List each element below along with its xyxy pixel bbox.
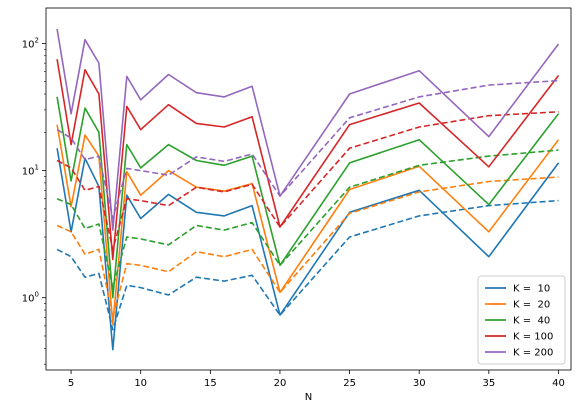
x-tick-label: 15 (204, 378, 217, 389)
series-4-solid-line (56, 28, 560, 231)
legend-label: K = 200 (513, 348, 553, 359)
x-tick-label: 25 (343, 378, 356, 389)
series-0-dashed-line (56, 199, 559, 331)
series-1-solid-line (56, 124, 560, 325)
plot-frame (45, 7, 572, 371)
x-axis-label: N (305, 392, 312, 403)
x-tick-label: 40 (552, 378, 565, 389)
x-axis: 5 10 15 20 25 30 35 40 (68, 370, 565, 389)
series-lines (56, 28, 560, 351)
series-3-dashed-line (56, 111, 559, 251)
series-4-dashed-line (56, 79, 559, 220)
y-axis: 100 101 102 (22, 36, 46, 365)
y-tick-label: 100 (22, 291, 39, 305)
series-3-solid-line (56, 59, 560, 261)
legend-label: K = 100 (513, 332, 553, 343)
legend-label: K = 20 (513, 300, 550, 311)
x-tick-label: 20 (274, 378, 287, 389)
legend-label: K = 10 (513, 284, 550, 295)
y-tick-label: 102 (22, 36, 39, 50)
legend-label: K = 40 (513, 316, 550, 327)
x-tick-label: 30 (413, 378, 426, 389)
x-tick-label: 5 (68, 378, 74, 389)
series-1-dashed-line (56, 176, 559, 319)
series-2-dashed-line (56, 149, 559, 289)
series-0-solid-line (56, 148, 560, 351)
x-tick-label: 10 (134, 378, 147, 389)
legend-box (477, 275, 566, 365)
y-tick-label: 101 (22, 164, 39, 178)
series-2-solid-line (56, 96, 560, 299)
legend: K = 10 K = 20 K = 40 K = 100 K = 200 (477, 275, 566, 365)
x-tick-label: 35 (482, 378, 495, 389)
